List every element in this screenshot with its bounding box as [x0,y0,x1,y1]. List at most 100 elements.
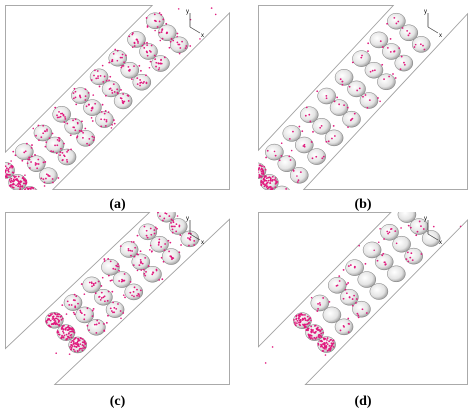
particle [5,176,8,179]
dimple [404,247,423,265]
particle [313,336,316,339]
particle [55,317,58,320]
particle [254,171,256,173]
particle [17,179,19,182]
particle [133,295,135,298]
particle [37,197,39,199]
particle [35,198,37,200]
particle [57,177,60,179]
particle [167,239,170,242]
particle [325,348,327,350]
particle [170,218,173,221]
particle [127,95,130,97]
particle [304,114,307,117]
particle [55,152,58,155]
particle [84,127,87,130]
particle [9,173,11,176]
particle [54,320,57,322]
particle [177,43,180,46]
particle [348,296,351,299]
particle [386,22,389,25]
particle [212,190,214,192]
particle [95,331,98,334]
particle [367,50,369,53]
particle [25,192,27,194]
particle [136,83,139,86]
particle [158,20,161,23]
particle [178,52,181,55]
particle [85,105,88,108]
particle [163,249,166,252]
panel-label: (b) [354,197,371,212]
particle [74,129,77,132]
panel-border [5,5,230,190]
particle [254,165,256,167]
particle [296,319,299,322]
particle [2,165,4,167]
particle [133,255,136,258]
particle [125,54,127,57]
particle [137,293,140,295]
particle [19,188,21,190]
particle [42,132,45,135]
particle [14,178,17,181]
particle [44,130,47,133]
particle [353,266,356,269]
dimple [352,50,371,67]
particle [52,315,55,318]
particle [266,149,269,152]
axis-label: x [201,33,204,39]
particle [35,134,37,137]
particle [59,151,62,153]
particle [302,318,305,321]
particle [46,129,48,132]
particle [77,302,79,305]
particle [339,329,342,332]
particle [30,146,33,149]
particle [79,311,82,314]
particle [24,188,27,190]
particle [111,279,113,282]
particle [107,290,110,293]
particle [145,82,148,85]
particle [72,348,75,351]
particle [82,131,84,134]
particle [136,253,139,255]
particle [333,135,336,137]
particle [76,135,79,138]
particle [34,189,37,190]
particle [139,79,142,81]
particle [127,249,130,252]
dimple [369,283,389,300]
particle [390,227,393,230]
particle [367,42,370,45]
particle [139,82,142,84]
particle [394,77,397,79]
particle [188,244,190,247]
particle [100,285,103,287]
dimple [399,24,419,42]
dimple [324,129,344,147]
particle [133,286,136,289]
particle [214,13,217,16]
particle [173,225,176,228]
axis-label: x [439,33,442,39]
particle [314,331,317,334]
particle [251,169,253,171]
particle [64,327,67,330]
particle [82,345,85,347]
particle [19,183,22,186]
particle [313,325,316,327]
particle [57,318,59,321]
particle [58,140,60,142]
particle [68,353,71,355]
particle [133,45,136,47]
particle [76,122,79,125]
particle [83,293,86,296]
particle [127,100,130,102]
particle [32,187,35,190]
particle [260,172,263,175]
particle [345,283,348,286]
particle [423,48,426,51]
dimple [364,61,384,79]
